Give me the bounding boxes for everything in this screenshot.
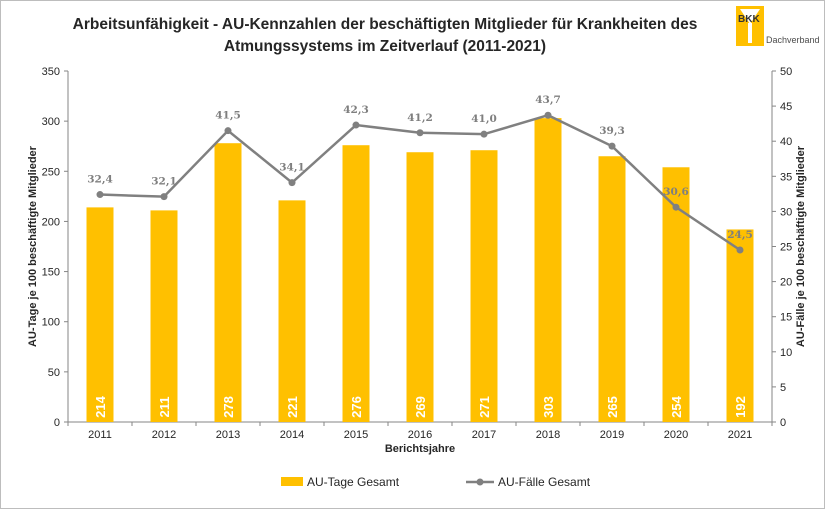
bar-data-label: 276 (349, 396, 364, 418)
bar (470, 150, 498, 422)
y2-tick-label: 35 (780, 171, 792, 183)
legend-label-line: AU-Fälle Gesamt (498, 475, 591, 489)
y-tick-label: 350 (42, 66, 60, 78)
x-tick-label: 2019 (600, 429, 624, 441)
x-tick-label: 2013 (216, 429, 240, 441)
chart-title-line-1: Arbeitsunfähigkeit - AU-Kennzahlen der b… (72, 16, 698, 33)
bar (150, 210, 178, 422)
line-point (96, 191, 104, 199)
line-data-label: 39,3 (599, 125, 625, 137)
y2-tick-label: 45 (780, 101, 792, 113)
line-point (160, 193, 168, 201)
logo-subtext: Dachverband (766, 35, 820, 45)
bar (534, 118, 562, 423)
y2-tick-label: 20 (780, 277, 792, 289)
line-data-label: 43,7 (535, 94, 561, 106)
bar-data-label: 265 (605, 396, 620, 418)
y-tick-label: 300 (42, 116, 60, 128)
bar-data-label: 269 (413, 396, 428, 418)
line-point (416, 129, 424, 137)
y-axis-title: AU-Tage je 100 beschäftigte Mitglieder (27, 145, 39, 347)
chart-title: Arbeitsunfähigkeit - AU-Kennzahlen der b… (40, 14, 730, 58)
y2-tick-label: 25 (780, 242, 792, 254)
bar-data-label: 221 (285, 396, 300, 418)
x-tick-label: 2014 (280, 429, 304, 441)
y2-tick-label: 50 (780, 66, 792, 78)
x-tick-label: 2020 (664, 429, 688, 441)
chart-title-line-2: Atmungssystems im Zeitverlauf (2011-2021… (223, 38, 547, 55)
line-point (544, 111, 552, 119)
line-data-label: 34,1 (279, 162, 305, 174)
line-point (352, 121, 360, 129)
y-tick-label: 150 (42, 267, 60, 279)
bar-data-label: 271 (477, 396, 492, 418)
bar-data-label: 192 (733, 396, 748, 418)
y2-tick-label: 30 (780, 206, 792, 218)
y-tick-label: 50 (48, 367, 60, 379)
x-tick-label: 2021 (728, 429, 752, 441)
x-tick-label: 2016 (408, 429, 432, 441)
line-point (288, 179, 296, 187)
line-data-label: 32,4 (87, 174, 113, 186)
bar (214, 143, 242, 422)
y-tick-label: 250 (42, 166, 60, 178)
y2-tick-label: 10 (780, 347, 792, 359)
y2-tick-label: 40 (780, 136, 792, 148)
line-data-label: 41,2 (407, 112, 433, 124)
y2-tick-label: 5 (780, 382, 786, 394)
x-tick-label: 2011 (88, 429, 112, 441)
x-tick-label: 2015 (344, 429, 368, 441)
line-point (608, 142, 616, 150)
x-tick-label: 2018 (536, 429, 560, 441)
line-point (736, 246, 744, 254)
line-data-label: 30,6 (663, 186, 689, 198)
x-tick-label: 2017 (472, 429, 496, 441)
line-data-label: 41,0 (471, 113, 497, 125)
y-tick-label: 100 (42, 317, 60, 329)
y2-tick-label: 15 (780, 312, 792, 324)
bar-data-label: 278 (221, 396, 236, 418)
y2-tick-label: 0 (780, 417, 786, 429)
bar (342, 145, 370, 422)
line-data-label: 41,5 (215, 110, 241, 122)
line-point (224, 127, 232, 135)
line-data-label: 24,5 (727, 229, 753, 241)
x-tick-label: 2012 (152, 429, 176, 441)
bar (86, 207, 114, 422)
bkk-dachverband-logo: BKK Dachverband (736, 6, 820, 46)
x-axis-title: Berichtsjahre (385, 443, 455, 455)
legend-label-bars: AU-Tage Gesamt (307, 475, 400, 489)
bar (278, 200, 306, 422)
y-tick-label: 0 (54, 417, 60, 429)
line-data-label: 32,1 (151, 176, 177, 188)
logo-text: BKK (738, 14, 760, 25)
y2-axis-title: AU-Fälle je 100 beschäftigte Mitglieder (795, 145, 807, 347)
line-data-label: 42,3 (343, 104, 369, 116)
bar-data-label: 211 (157, 397, 172, 418)
legend-swatch-bars (281, 477, 303, 486)
legend-swatch-marker (476, 478, 484, 486)
bar (726, 229, 754, 422)
line-point (480, 130, 488, 138)
bar-data-label: 303 (541, 396, 556, 418)
bar (598, 156, 626, 422)
bar-data-label: 214 (93, 395, 108, 417)
bar-data-label: 254 (669, 395, 684, 417)
bar (406, 152, 434, 422)
y-tick-label: 200 (42, 216, 60, 228)
line-point (672, 203, 680, 211)
